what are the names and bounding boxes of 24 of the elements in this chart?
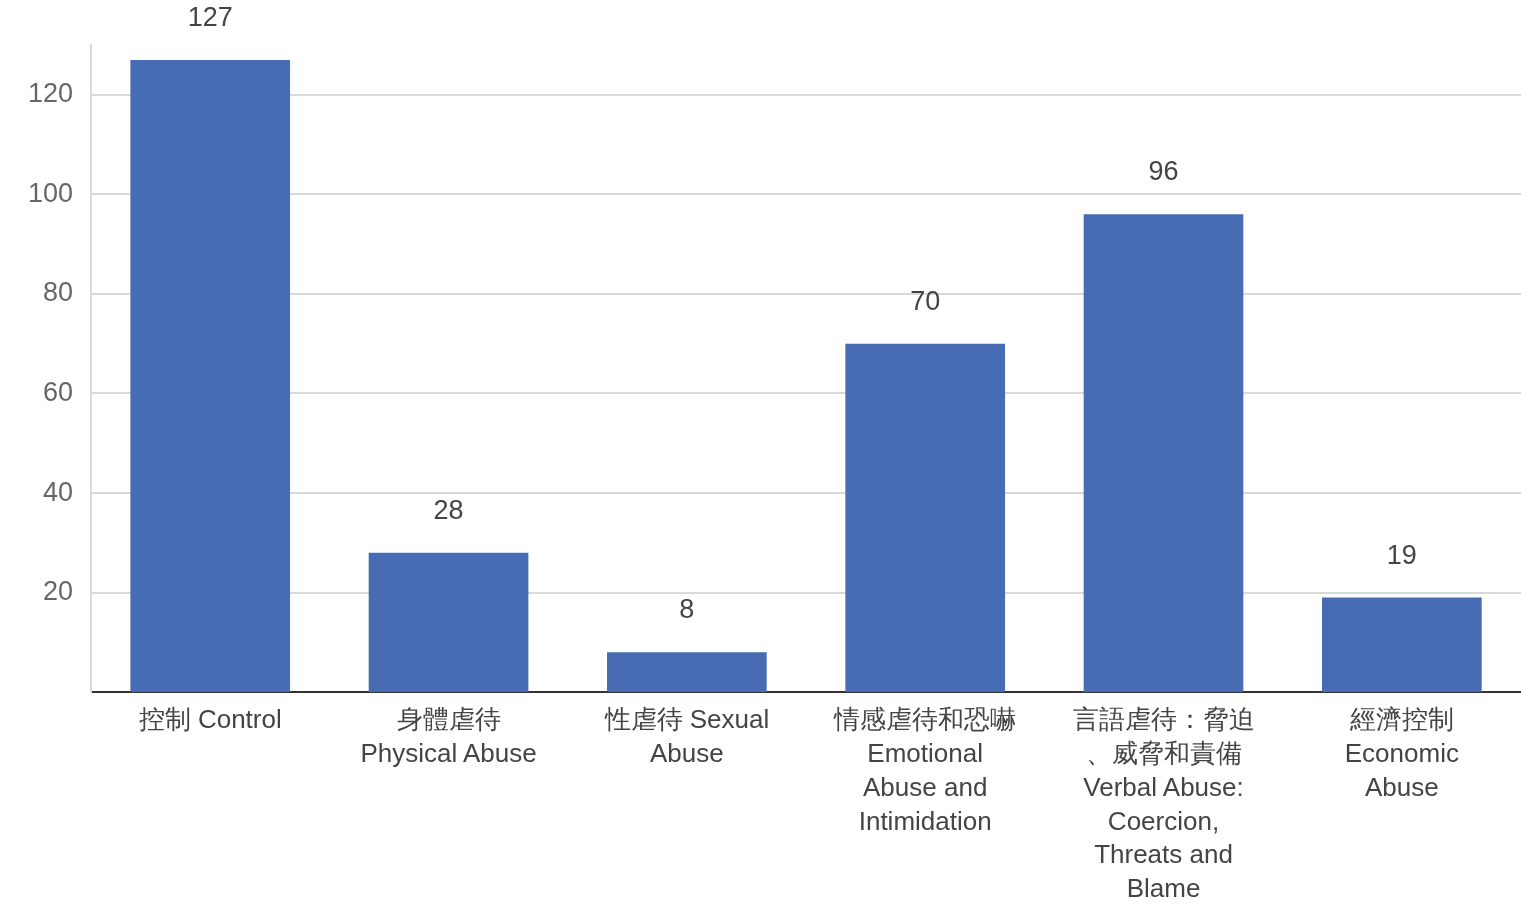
y-tick-label: 100 — [27, 177, 74, 208]
y-tick-label: 40 — [43, 476, 74, 507]
y-tick-label: 120 — [27, 78, 74, 109]
bar — [845, 343, 1006, 693]
bar — [368, 552, 529, 693]
bar — [607, 652, 767, 693]
x-tick-label: 控制 Control — [138, 704, 282, 735]
data-label: 19 — [1386, 539, 1417, 570]
bar — [1083, 214, 1244, 693]
bar — [130, 59, 291, 693]
y-tick-label: 80 — [43, 277, 74, 308]
data-label: 70 — [910, 285, 941, 316]
y-tick-label: 60 — [43, 376, 74, 407]
data-label: 127 — [187, 1, 233, 32]
data-label: 28 — [433, 494, 464, 525]
x-tick-label: 言語虐待：脅迫、威脅和責備 Verbal Abuse: Coercion, Threats and Blame — [1072, 704, 1255, 904]
x-tick-label: 經濟控制 Economic Abuse — [1344, 704, 1459, 802]
x-tick-label: 身體虐待 Physical Abuse — [360, 704, 537, 769]
x-tick-label: 性虐待 Sexual Abuse — [603, 704, 770, 769]
x-tick-label: 情感虐待和恐嚇 Emotional Abuse and Intimidation — [833, 704, 1017, 836]
data-label: 96 — [1148, 156, 1179, 187]
data-label: 8 — [679, 594, 695, 625]
y-tick-label: 20 — [43, 576, 74, 607]
bar — [1322, 597, 1482, 693]
